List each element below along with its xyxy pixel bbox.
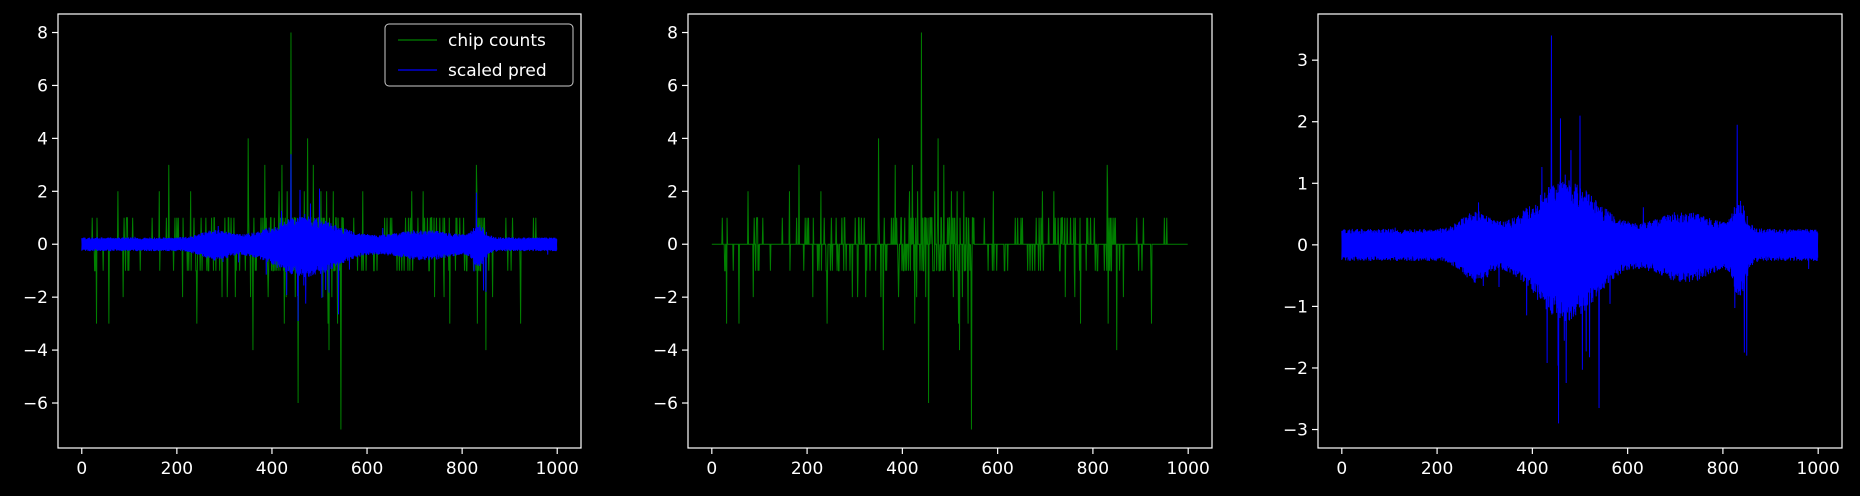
y-tick-label: −2 (23, 288, 48, 308)
legend-label-pred: scaled pred (448, 61, 547, 81)
y-tick-label: 6 (37, 76, 48, 96)
x-tick-label: 400 (256, 459, 288, 479)
y-tick-label: 2 (1297, 113, 1308, 133)
y-tick-label: 1 (1297, 174, 1308, 194)
x-tick-label: 1000 (1797, 459, 1840, 479)
x-tick-label: 800 (1707, 459, 1739, 479)
x-tick-label: 600 (1611, 459, 1643, 479)
legend: chip counts scaled pred (384, 23, 574, 87)
x-tick-label: 0 (76, 459, 87, 479)
tick-layer: 0 200 400 600 800 1000 −6 −4 −2 0 2 4 6 8 (23, 24, 579, 479)
series-scaled-pred-line (81, 189, 558, 315)
series-layer (1341, 35, 1819, 424)
series-scaled-pred-line (1341, 118, 1819, 408)
legend-label-counts: chip counts (448, 31, 546, 51)
y-tick-label: 2 (667, 182, 678, 202)
y-tick-label: −6 (23, 394, 48, 414)
x-tick-label: 200 (161, 459, 193, 479)
x-tick-label: 0 (706, 459, 717, 479)
x-tick-label: 200 (791, 459, 823, 479)
series-layer (81, 32, 558, 430)
y-tick-label: −4 (653, 341, 678, 361)
y-tick-label: 0 (667, 235, 678, 255)
x-tick-label: 400 (886, 459, 918, 479)
y-tick-label: 8 (667, 24, 678, 44)
left-panel: 0 200 400 600 800 1000 −6 −4 −2 0 2 4 6 8 chip counts… (23, 13, 582, 479)
y-tick-label: −2 (653, 288, 678, 308)
axes-frame (1317, 13, 1843, 449)
y-tick-label: −6 (653, 394, 678, 414)
y-tick-label: −1 (1283, 297, 1308, 317)
x-tick-label: 800 (446, 459, 478, 479)
tick-layer: 0 200 400 600 800 1000 −6 −4 −2 0 2 4 6 8 (653, 24, 1210, 479)
y-tick-label: 4 (37, 129, 48, 149)
y-tick-label: 8 (37, 24, 48, 44)
axes-frame (687, 13, 1213, 449)
x-tick-label: 1000 (1167, 459, 1210, 479)
y-tick-label: 4 (667, 129, 678, 149)
x-tick-label: 600 (981, 459, 1013, 479)
x-tick-label: 0 (1336, 459, 1347, 479)
right-panel: 0 200 400 600 800 1000 −3 −2 −1 0 1 2 3 (1283, 13, 1843, 479)
x-tick-label: 200 (1421, 459, 1453, 479)
y-tick-label: 2 (37, 182, 48, 202)
y-tick-label: 3 (1297, 51, 1308, 71)
x-tick-label: 600 (351, 459, 383, 479)
y-tick-label: 6 (667, 76, 678, 96)
series-chip-counts-line (711, 32, 1188, 430)
middle-panel: 0 200 400 600 800 1000 −6 −4 −2 0 2 4 6 8 (653, 13, 1213, 479)
x-tick-label: 800 (1077, 459, 1109, 479)
x-tick-label: 1000 (536, 459, 579, 479)
series-layer (711, 32, 1188, 430)
y-tick-label: −4 (23, 341, 48, 361)
axes-frame (57, 13, 582, 449)
y-tick-label: 0 (1297, 236, 1308, 256)
y-tick-label: −3 (1283, 421, 1308, 441)
y-tick-label: −2 (1283, 359, 1308, 379)
tick-layer: 0 200 400 600 800 1000 −3 −2 −1 0 1 2 3 (1283, 51, 1840, 479)
x-tick-label: 400 (1516, 459, 1548, 479)
y-tick-label: 0 (37, 235, 48, 255)
